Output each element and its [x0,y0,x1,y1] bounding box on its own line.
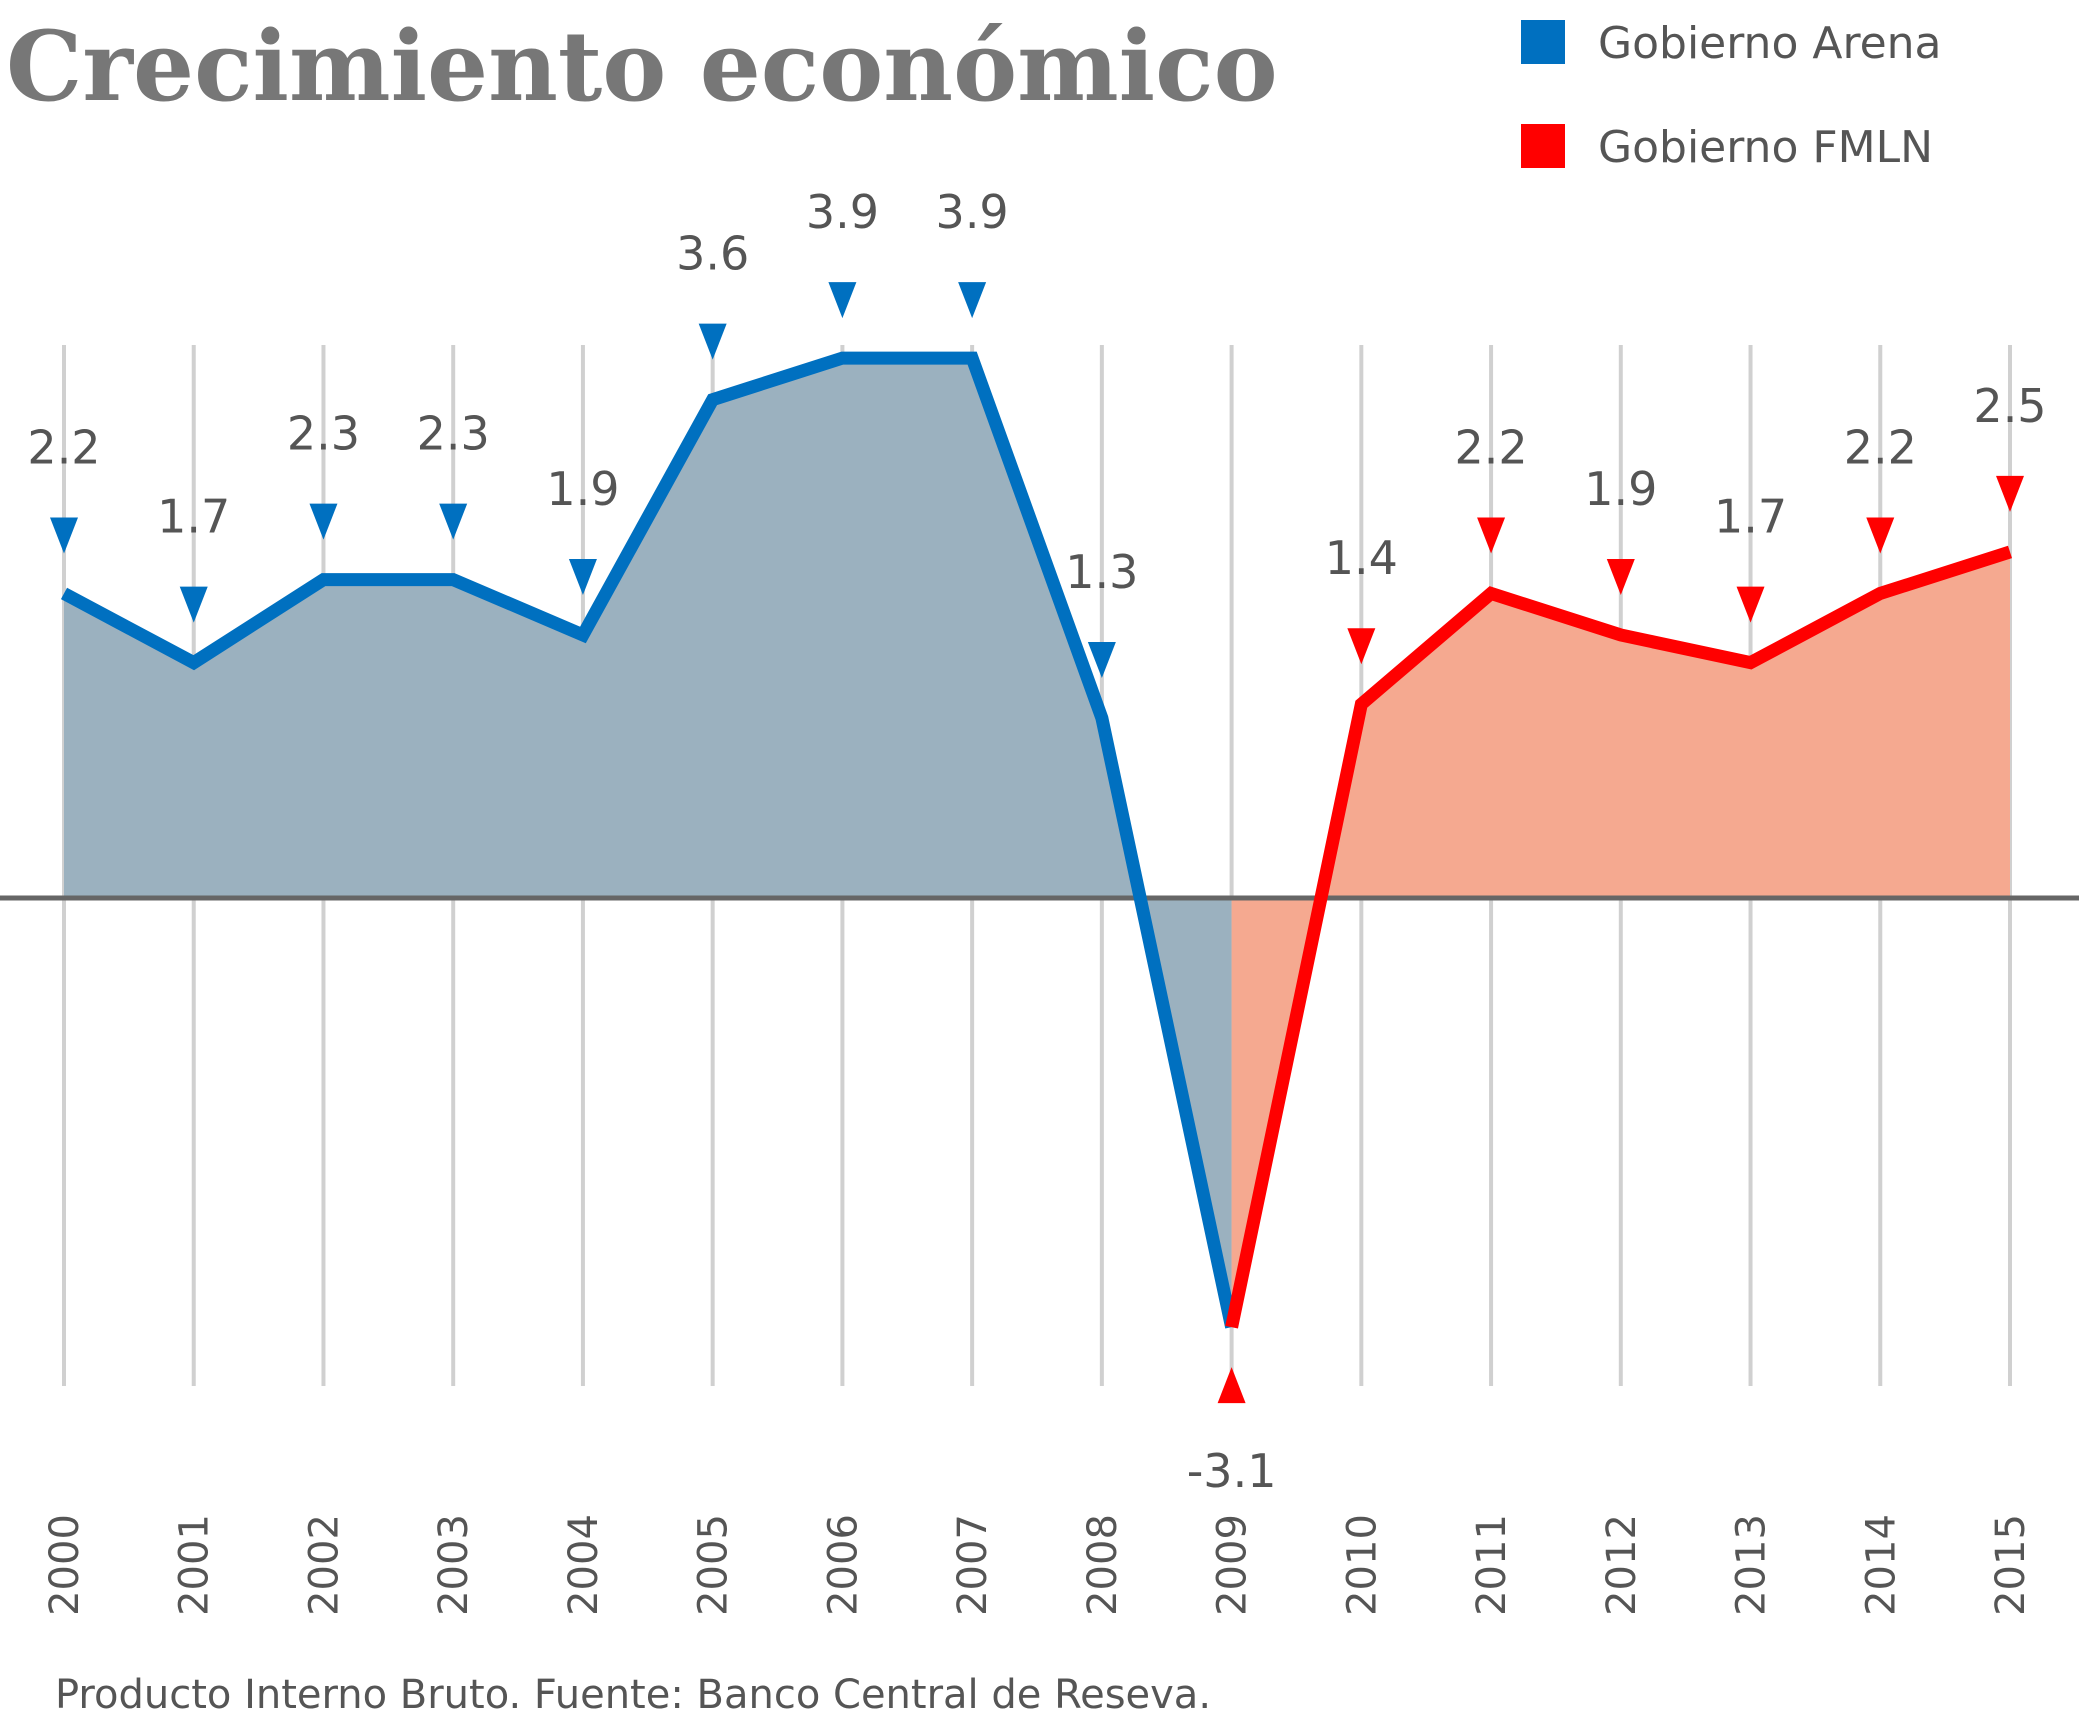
value-marker [568,558,597,595]
x-tick-label: 2010 [1339,1514,1385,1616]
x-tick-label: 2005 [691,1514,737,1616]
x-tick-label: 2015 [1988,1514,2034,1616]
value-marker [1996,475,2024,512]
value-label: 2.2 [27,420,100,474]
value-label: 3.6 [676,227,749,281]
area [1231,551,2010,1328]
x-tick-label: 2002 [301,1514,347,1616]
value-marker [1477,517,1506,554]
value-marker [309,503,338,540]
value-marker [50,517,78,554]
series-line [60,351,1238,1329]
value-label: 2.3 [287,407,360,461]
value-label: -3.1 [1187,1444,1277,1498]
x-tick-label: 2000 [42,1514,88,1616]
value-marker [1866,517,1895,554]
value-marker [179,586,208,623]
x-tick-label: 2009 [1210,1514,1256,1616]
value-marker [1736,586,1765,623]
x-tick-label: 2013 [1729,1514,1775,1616]
chart-title: Crecimiento económico [6,10,1278,123]
value-label: 2.5 [1973,379,2046,433]
legend-label: Gobierno FMLN [1598,122,1933,173]
x-tick-label: 2003 [431,1514,477,1616]
value-marker [698,323,727,360]
series-line [1225,545,2012,1329]
value-label: 2.2 [1844,420,1917,474]
x-tick-label: 2001 [172,1514,218,1616]
x-tick-label: 2008 [1080,1514,1126,1616]
value-label: 1.4 [1325,531,1398,585]
value-marker [1347,628,1376,665]
value-label: 1.9 [546,462,619,516]
value-label: 2.2 [1454,420,1527,474]
value-marker [958,282,987,319]
value-label: 2.3 [417,407,490,461]
legend-label: Gobierno Arena [1598,18,1942,69]
legend-swatch [1521,124,1565,168]
x-tick-label: 2004 [561,1514,607,1616]
value-marker [1606,558,1635,595]
value-marker [1217,1367,1246,1404]
value-label: 1.7 [1714,490,1787,544]
value-label: 1.3 [1065,545,1138,599]
x-tick-label: 2006 [820,1514,866,1616]
x-tick-label: 2007 [950,1514,996,1616]
value-marker [439,503,468,540]
source-note: Producto Interno Bruto. Fuente: Banco Ce… [55,1672,1211,1718]
value-label: 3.9 [806,185,879,239]
x-tick-label: 2011 [1469,1514,1515,1616]
area [64,358,1232,1328]
x-tick-label: 2012 [1599,1514,1645,1616]
value-label: 1.7 [157,490,230,544]
value-label: 3.9 [936,185,1009,239]
x-tick-label: 2014 [1858,1514,1904,1616]
value-marker [828,282,857,319]
legend-swatch [1521,20,1565,64]
value-marker [1087,642,1116,679]
value-label: 1.9 [1584,462,1657,516]
